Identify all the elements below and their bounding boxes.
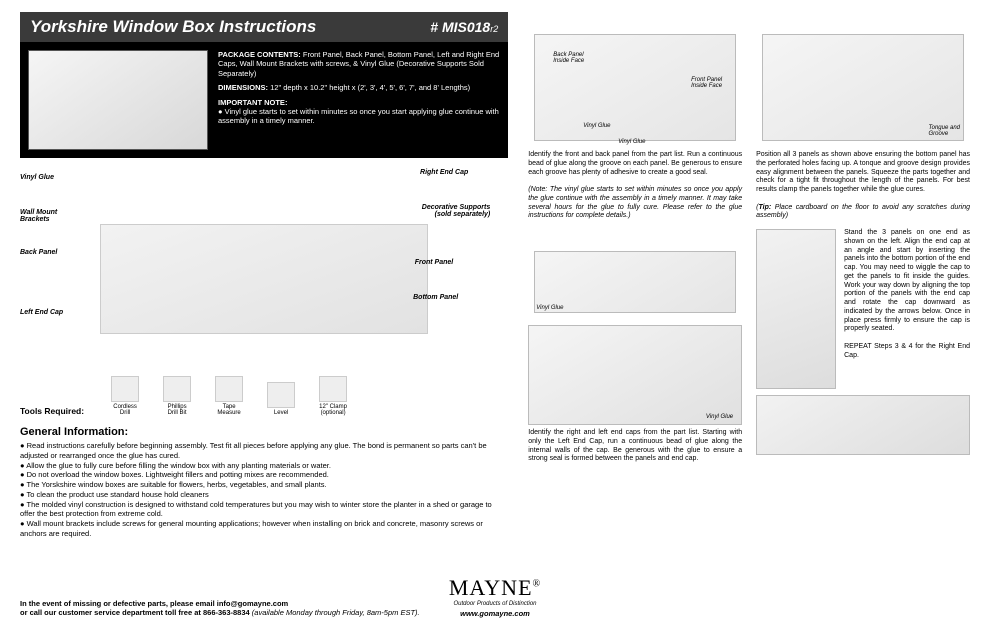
- header-bar: Yorkshire Window Box Instructions # MIS0…: [20, 12, 508, 42]
- step-4-image-a: [756, 229, 836, 389]
- tool-item: Level: [262, 382, 300, 416]
- header-sku: # MIS018r2: [430, 19, 498, 35]
- tool-item: Phillips Drill Bit: [158, 376, 196, 416]
- tool-icon: [111, 376, 139, 402]
- label-vinyl-glue: Vinyl Glue: [20, 174, 54, 181]
- product-image: [28, 50, 208, 150]
- step-3-image-a: Vinyl Glue: [528, 229, 742, 319]
- step-2: 2 Tongue and Groove Position all 3 panel…: [756, 12, 970, 221]
- step-4: 4 Stand the 3 panels on one end as shown…: [756, 229, 970, 618]
- list-item: To clean the product use standard house …: [20, 490, 508, 500]
- tool-item: Tape Measure: [210, 376, 248, 416]
- header-title: Yorkshire Window Box Instructions: [30, 17, 316, 37]
- logo-block: MAYNE® Outdoor Products of Distinction w…: [449, 575, 541, 618]
- footer-contact: In the event of missing or defective par…: [20, 599, 508, 619]
- info-text: PACKAGE CONTENTS: Front Panel, Back Pane…: [218, 50, 500, 150]
- step-1-image: Back Panel Inside Face Front Panel Insid…: [528, 12, 742, 147]
- tool-item: 12" Clamp (optional): [314, 376, 352, 416]
- tool-icon: [319, 376, 347, 402]
- step-2-image: Tongue and Groove: [756, 12, 970, 147]
- label-back-panel: Back Panel: [20, 249, 57, 256]
- step-1-text: Identify the front and back panel from t…: [528, 151, 742, 221]
- step-4-text: Stand the 3 panels on one end as shown o…: [844, 229, 970, 389]
- tools-row: Tools Required: Cordless Drill Phillips …: [20, 376, 508, 416]
- label-right-end: Right End Cap: [420, 169, 468, 176]
- exploded-diagram: Vinyl Glue Wall Mount Brackets Back Pane…: [20, 164, 508, 374]
- info-box: PACKAGE CONTENTS: Front Panel, Back Pane…: [20, 42, 508, 158]
- label-bottom-panel: Bottom Panel: [413, 294, 458, 301]
- step-3-image-b: Vinyl Glue: [528, 325, 742, 425]
- tool-icon: [163, 376, 191, 402]
- label-front-panel: Front Panel: [415, 259, 454, 266]
- step-2-text: Position all 3 panels as shown above ens…: [756, 151, 970, 221]
- tools-label: Tools Required:: [20, 406, 84, 416]
- step-3-text: Identify the right and left end caps fro…: [528, 429, 742, 464]
- list-item: Read instructions carefully before begin…: [20, 441, 508, 461]
- logo-url: www.gomayne.com: [449, 609, 541, 618]
- general-list: Read instructions carefully before begin…: [20, 441, 508, 539]
- exploded-image: [100, 224, 428, 334]
- label-wall-mount: Wall Mount Brackets: [20, 209, 57, 223]
- list-item: The Yorskshire window boxes are suitable…: [20, 480, 508, 490]
- list-item: The molded vinyl construction is designe…: [20, 500, 508, 520]
- label-left-end: Left End Cap: [20, 309, 63, 316]
- logo-tagline: Outdoor Products of Distinction: [449, 601, 541, 607]
- general-heading: General Information:: [20, 426, 508, 438]
- list-item: Wall mount brackets include screws for g…: [20, 519, 508, 539]
- tool-item: Cordless Drill: [106, 376, 144, 416]
- logo-name: MAYNE®: [449, 575, 541, 601]
- list-item: Do not overload the window boxes. Lightw…: [20, 470, 508, 480]
- general-info: General Information: Read instructions c…: [20, 426, 508, 539]
- step-3: 3 Vinyl Glue Vinyl Glue Identify the rig…: [528, 229, 742, 618]
- tool-icon: [215, 376, 243, 402]
- list-item: Allow the glue to fully cure before fill…: [20, 461, 508, 471]
- step-4-image-b: [756, 395, 970, 455]
- tool-icon: [267, 382, 295, 408]
- label-deco: Decorative Supports (sold separately): [422, 204, 490, 218]
- step-1: 1 Reminder: Reminder: Test fit all peice…: [528, 12, 742, 221]
